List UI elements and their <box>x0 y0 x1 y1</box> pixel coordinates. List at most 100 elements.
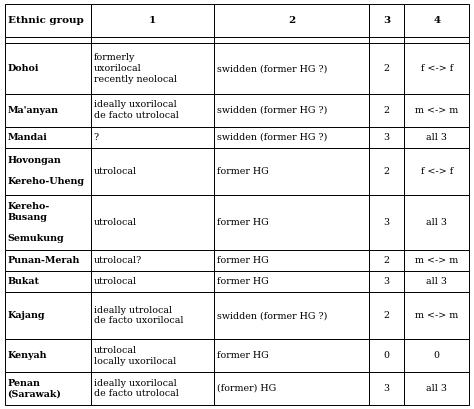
Bar <box>5 372 91 405</box>
Bar <box>214 292 369 339</box>
Text: f <-> f: f <-> f <box>420 64 453 73</box>
Text: 2: 2 <box>384 167 390 176</box>
Bar <box>91 339 214 372</box>
Bar <box>91 127 214 148</box>
Bar <box>214 372 369 405</box>
Bar <box>404 127 469 148</box>
Text: ?: ? <box>93 133 99 142</box>
Bar <box>404 148 469 195</box>
Text: Kereho-
Busang

Semukung: Kereho- Busang Semukung <box>8 202 64 243</box>
Text: 3: 3 <box>384 277 390 286</box>
Bar <box>214 127 369 148</box>
Text: utrolocal: utrolocal <box>93 277 137 286</box>
Text: Ethnic group: Ethnic group <box>8 16 83 25</box>
Text: ideally uxorilocal
de facto utrolocal: ideally uxorilocal de facto utrolocal <box>93 101 178 120</box>
Bar <box>5 271 91 292</box>
Bar <box>91 148 214 195</box>
Bar <box>369 250 404 271</box>
Bar <box>214 43 369 94</box>
Bar <box>214 37 369 43</box>
Bar <box>369 37 404 43</box>
Text: utrolocal: utrolocal <box>93 218 137 227</box>
Bar <box>404 339 469 372</box>
Text: all 3: all 3 <box>426 218 447 227</box>
Bar <box>5 195 91 250</box>
Bar <box>91 94 214 127</box>
Text: 2: 2 <box>384 106 390 115</box>
Bar <box>369 339 404 372</box>
Text: f <-> f: f <-> f <box>420 167 453 176</box>
Text: Bukat: Bukat <box>8 277 40 286</box>
Bar <box>91 372 214 405</box>
Text: Dohoi: Dohoi <box>8 64 39 73</box>
Bar <box>369 292 404 339</box>
Text: ideally utrolocal
de facto uxorilocal: ideally utrolocal de facto uxorilocal <box>93 306 183 326</box>
Text: formerly
uxorilocal
recently neolocal: formerly uxorilocal recently neolocal <box>93 53 176 84</box>
Bar <box>404 37 469 43</box>
Text: utrolocal: utrolocal <box>93 167 137 176</box>
Text: 3: 3 <box>384 218 390 227</box>
Bar <box>5 127 91 148</box>
Bar <box>91 37 214 43</box>
Bar <box>404 4 469 37</box>
Bar <box>214 339 369 372</box>
Bar <box>5 4 91 37</box>
Text: 2: 2 <box>384 64 390 73</box>
Text: 3: 3 <box>384 133 390 142</box>
Bar <box>369 43 404 94</box>
Text: Hovongan

Kereho-Uheng: Hovongan Kereho-Uheng <box>8 156 84 187</box>
Text: m <-> m: m <-> m <box>415 106 458 115</box>
Bar <box>91 250 214 271</box>
Text: Kenyah: Kenyah <box>8 351 47 360</box>
Bar <box>214 271 369 292</box>
Bar <box>404 94 469 127</box>
Text: all 3: all 3 <box>426 384 447 393</box>
Text: 2: 2 <box>384 256 390 265</box>
Bar <box>404 292 469 339</box>
Bar <box>369 195 404 250</box>
Bar <box>369 94 404 127</box>
Text: former HG: former HG <box>217 256 268 265</box>
Bar <box>369 148 404 195</box>
Text: Ma'anyan: Ma'anyan <box>8 106 59 115</box>
Text: former HG: former HG <box>217 277 268 286</box>
Bar <box>91 4 214 37</box>
Text: 2: 2 <box>288 16 295 25</box>
Text: Mandai: Mandai <box>8 133 47 142</box>
Bar <box>91 195 214 250</box>
Text: Penan
(Sarawak): Penan (Sarawak) <box>8 379 62 398</box>
Bar <box>369 4 404 37</box>
Bar <box>369 372 404 405</box>
Bar <box>5 43 91 94</box>
Bar <box>5 339 91 372</box>
Text: Kajang: Kajang <box>8 311 45 320</box>
Text: former HG: former HG <box>217 167 268 176</box>
Text: swidden (former HG ?): swidden (former HG ?) <box>217 64 327 73</box>
Text: all 3: all 3 <box>426 133 447 142</box>
Text: ideally uxorilocal
de facto utrolocal: ideally uxorilocal de facto utrolocal <box>93 379 178 398</box>
Text: all 3: all 3 <box>426 277 447 286</box>
Bar <box>404 250 469 271</box>
Text: m <-> m: m <-> m <box>415 256 458 265</box>
Text: (former) HG: (former) HG <box>217 384 276 393</box>
Text: 2: 2 <box>384 311 390 320</box>
Bar <box>404 372 469 405</box>
Text: 0: 0 <box>434 351 440 360</box>
Text: 1: 1 <box>149 16 156 25</box>
Bar <box>5 250 91 271</box>
Bar <box>91 292 214 339</box>
Text: m <-> m: m <-> m <box>415 311 458 320</box>
Text: 0: 0 <box>384 351 390 360</box>
Text: 3: 3 <box>383 16 391 25</box>
Bar <box>214 148 369 195</box>
Text: utrolocal?: utrolocal? <box>93 256 142 265</box>
Text: 4: 4 <box>433 16 440 25</box>
Bar <box>369 127 404 148</box>
Text: 3: 3 <box>384 384 390 393</box>
Text: swidden (former HG ?): swidden (former HG ?) <box>217 133 327 142</box>
Text: former HG: former HG <box>217 218 268 227</box>
Bar <box>214 94 369 127</box>
Bar <box>214 4 369 37</box>
Bar <box>91 271 214 292</box>
Bar <box>404 195 469 250</box>
